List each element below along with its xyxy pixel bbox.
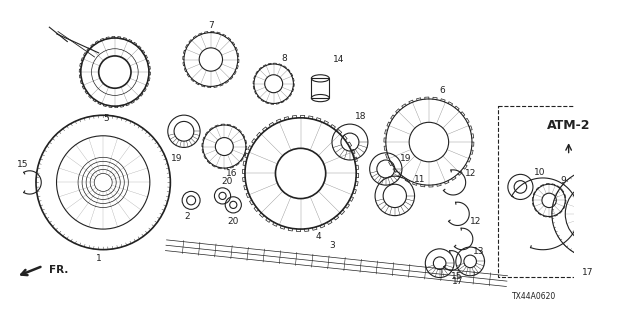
Text: 19: 19: [400, 154, 412, 163]
Text: 17: 17: [452, 276, 463, 286]
Text: 12: 12: [465, 169, 477, 178]
Text: 5: 5: [103, 114, 109, 123]
Text: 19: 19: [171, 154, 182, 163]
Text: 3: 3: [329, 241, 335, 250]
Text: FR.: FR.: [49, 265, 68, 276]
Text: 8: 8: [282, 54, 287, 63]
Text: 20: 20: [221, 177, 233, 186]
Text: 11: 11: [414, 175, 426, 184]
Text: 10: 10: [534, 168, 546, 177]
Text: 20: 20: [228, 217, 239, 226]
Text: 14: 14: [333, 55, 344, 64]
Text: ATM-2: ATM-2: [547, 119, 590, 132]
Bar: [498, 106, 640, 277]
Bar: [311, 78, 330, 98]
Text: 4: 4: [316, 232, 321, 241]
Text: 15: 15: [17, 160, 28, 169]
Text: 12: 12: [470, 217, 481, 226]
Text: 15: 15: [451, 272, 463, 281]
Text: 7: 7: [208, 21, 214, 30]
Text: 6: 6: [440, 85, 445, 94]
Text: 16: 16: [226, 169, 237, 178]
Text: 18: 18: [355, 112, 367, 121]
Text: 2: 2: [185, 212, 190, 221]
Text: 1: 1: [96, 254, 102, 263]
Text: 13: 13: [472, 247, 484, 256]
Text: TX44A0620: TX44A0620: [512, 292, 556, 301]
Text: 17: 17: [582, 268, 593, 277]
Text: 9: 9: [561, 176, 566, 185]
